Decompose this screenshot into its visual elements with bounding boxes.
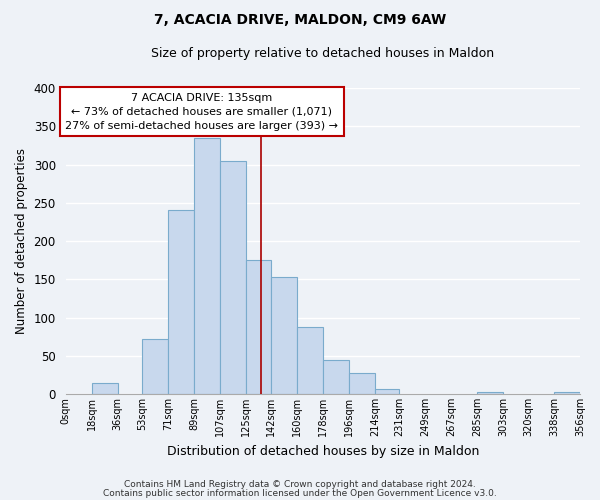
Bar xyxy=(297,328,323,394)
Bar xyxy=(142,339,168,394)
Bar xyxy=(271,277,297,394)
Bar xyxy=(554,392,580,394)
Text: Contains HM Land Registry data © Crown copyright and database right 2024.: Contains HM Land Registry data © Crown c… xyxy=(124,480,476,489)
Text: Contains public sector information licensed under the Open Government Licence v3: Contains public sector information licen… xyxy=(103,489,497,498)
Text: 7, ACACIA DRIVE, MALDON, CM9 6AW: 7, ACACIA DRIVE, MALDON, CM9 6AW xyxy=(154,12,446,26)
Bar xyxy=(478,392,503,394)
Bar xyxy=(375,388,400,394)
Y-axis label: Number of detached properties: Number of detached properties xyxy=(15,148,28,334)
X-axis label: Distribution of detached houses by size in Maldon: Distribution of detached houses by size … xyxy=(167,444,479,458)
Bar xyxy=(220,160,246,394)
Bar xyxy=(194,138,220,394)
Bar xyxy=(349,372,375,394)
Title: Size of property relative to detached houses in Maldon: Size of property relative to detached ho… xyxy=(151,48,494,60)
Bar xyxy=(323,360,349,394)
Text: 7 ACACIA DRIVE: 135sqm
← 73% of detached houses are smaller (1,071)
27% of semi-: 7 ACACIA DRIVE: 135sqm ← 73% of detached… xyxy=(65,92,338,130)
Bar xyxy=(92,382,118,394)
Bar xyxy=(168,210,194,394)
Bar xyxy=(246,260,271,394)
